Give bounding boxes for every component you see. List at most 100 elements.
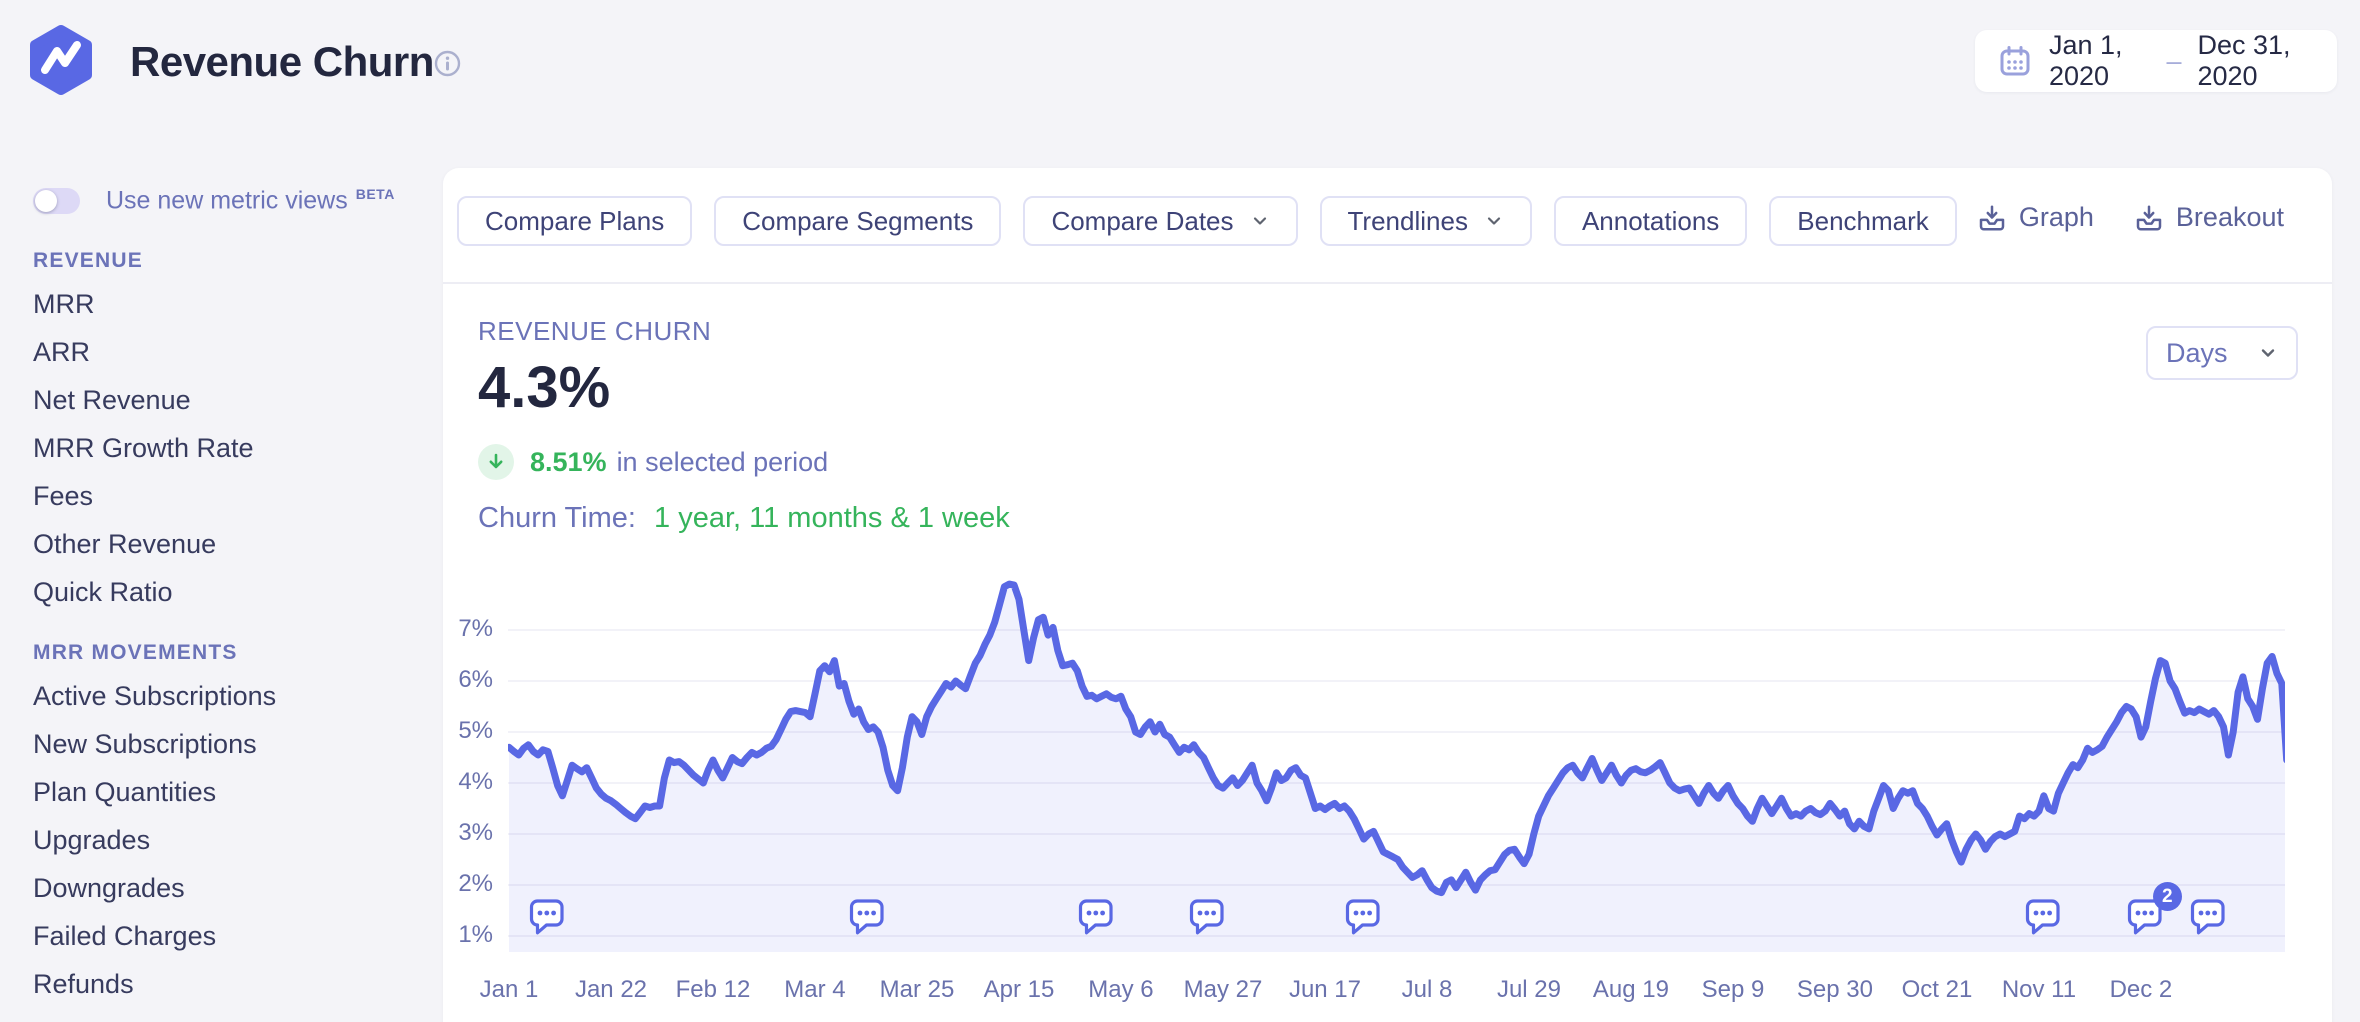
button-label: Compare Segments bbox=[742, 205, 974, 236]
export-graph-button[interactable]: Graph bbox=[1977, 202, 2094, 233]
compare-dates-button[interactable]: Compare Dates bbox=[1023, 196, 1298, 246]
trendlines-button[interactable]: Trendlines bbox=[1319, 196, 1532, 246]
annotation-marker-icon[interactable] bbox=[1077, 898, 1117, 938]
sidebar-item-new-subscriptions[interactable]: New Subscriptions bbox=[33, 728, 257, 759]
x-axis-label: Sep 30 bbox=[1796, 976, 1873, 1003]
compare-segments-button[interactable]: Compare Segments bbox=[714, 196, 1002, 246]
download-icon bbox=[1979, 205, 2005, 230]
export-group: Graph Breakout bbox=[1977, 202, 2284, 233]
export-breakout-button[interactable]: Breakout bbox=[2134, 202, 2284, 233]
x-axis-label: Mar 25 bbox=[879, 976, 955, 1003]
series-line bbox=[508, 580, 2285, 897]
change-direction-badge bbox=[478, 444, 514, 480]
main-card: Compare Plans Compare Segments Compare Dat… bbox=[443, 168, 2332, 1022]
toolbar-divider bbox=[443, 282, 2332, 284]
x-axis-label: Oct 21 bbox=[1901, 976, 1973, 1003]
y-axis-label: 2% bbox=[458, 870, 493, 897]
change-suffix: in selected period bbox=[616, 446, 829, 477]
sidebar-item-failed-charges[interactable]: Failed Charges bbox=[33, 920, 217, 951]
benchmark-button[interactable]: Benchmark bbox=[1769, 196, 1957, 246]
new-metric-views-toggle[interactable]: Use new metric views BETA bbox=[33, 186, 395, 215]
y-axis-label: 6% bbox=[458, 666, 493, 693]
button-label: Graph bbox=[2018, 202, 2094, 232]
churn-time-label: Churn Time: bbox=[478, 502, 636, 534]
sidebar-item-other-revenue[interactable]: Other Revenue bbox=[33, 528, 217, 559]
x-axis-label: May 6 bbox=[1088, 976, 1154, 1003]
x-axis-label: Jul 8 bbox=[1401, 976, 1453, 1003]
sidebar-item-mrr[interactable]: MRR bbox=[33, 288, 95, 319]
chart-area[interactable]: 1% 2% 3% 4% 5% 6% 7% Jan 1 Jan 22 Feb 12 Mar 4 Mar … bbox=[443, 570, 2332, 1022]
button-label: Breakout bbox=[2175, 202, 2284, 232]
sidebar-item-upgrades[interactable]: Upgrades bbox=[33, 824, 151, 855]
y-axis-label: 3% bbox=[458, 819, 493, 846]
app-logo-icon[interactable] bbox=[28, 24, 94, 96]
churn-line-chart[interactable] bbox=[508, 570, 2285, 952]
sidebar-item-refunds[interactable]: Refunds bbox=[33, 968, 134, 999]
x-axis-label: Apr 15 bbox=[983, 976, 1055, 1003]
date-range-picker[interactable]: Jan 1, 2020 – Dec 31, 2020 bbox=[1975, 30, 2337, 92]
sidebar-item-arr[interactable]: ARR bbox=[33, 336, 91, 367]
x-axis-label: Dec 2 bbox=[2109, 976, 2173, 1003]
date-range-start: Jan 1, 2020 bbox=[2049, 30, 2123, 91]
x-axis-label: Jan 22 bbox=[574, 976, 648, 1003]
download-icon bbox=[2136, 205, 2162, 230]
interval-select[interactable]: Days bbox=[2146, 326, 2298, 380]
chart-toolbar: Compare Plans Compare Segments Compare Dat… bbox=[457, 196, 1957, 246]
x-axis-label: Nov 11 bbox=[2001, 976, 2077, 1003]
sidebar-item-downgrades[interactable]: Downgrades bbox=[33, 872, 185, 903]
sidebar-item-active-subscriptions[interactable]: Active Subscriptions bbox=[33, 680, 277, 711]
series-area-fill bbox=[509, 584, 2285, 952]
sidebar-item-mrr-growth-rate[interactable]: MRR Growth Rate bbox=[33, 432, 254, 463]
button-label: Annotations bbox=[1581, 205, 1720, 236]
x-axis-label: Jul 29 bbox=[1496, 976, 1561, 1003]
metric-change-row: 8.51% in selected period bbox=[478, 444, 828, 480]
sidebar-item-quick-ratio[interactable]: Quick Ratio bbox=[33, 576, 173, 607]
annotation-marker-icon[interactable] bbox=[1188, 898, 1228, 938]
annotation-marker-icon[interactable] bbox=[2024, 898, 2064, 938]
churn-time-row: Churn Time: 1 year, 11 months & 1 week bbox=[478, 502, 1010, 535]
interval-select-value: Days bbox=[2166, 337, 2228, 368]
x-axis-label: Sep 9 bbox=[1701, 976, 1765, 1003]
date-range-end: Dec 31, 2020 bbox=[2197, 30, 2291, 91]
arrow-down-icon bbox=[489, 453, 503, 469]
sidebar-section-title: MRR MOVEMENTS bbox=[33, 641, 238, 664]
page-title: Revenue Churn bbox=[130, 38, 434, 85]
date-range-separator: – bbox=[2166, 45, 2182, 76]
chevron-down-icon bbox=[2261, 349, 2275, 357]
chevron-down-icon bbox=[1487, 217, 1501, 225]
y-axis-label: 4% bbox=[458, 768, 493, 795]
calendar-icon bbox=[2000, 46, 2030, 76]
x-axis-label: May 27 bbox=[1183, 976, 1263, 1003]
compare-plans-button[interactable]: Compare Plans bbox=[457, 196, 693, 246]
x-axis-label: Jan 1 bbox=[479, 976, 539, 1003]
annotations-button[interactable]: Annotations bbox=[1553, 196, 1748, 246]
annotation-count-badge: 2 bbox=[2152, 882, 2182, 911]
x-axis-label: Aug 19 bbox=[1592, 976, 1669, 1003]
toggle-switch[interactable] bbox=[33, 187, 80, 214]
annotation-marker-icon[interactable] bbox=[2189, 898, 2229, 938]
sidebar-item-fees[interactable]: Fees bbox=[33, 480, 94, 511]
x-axis-label: Jun 17 bbox=[1288, 976, 1361, 1003]
button-label: Compare Dates bbox=[1051, 205, 1234, 236]
y-axis-label: 7% bbox=[458, 615, 493, 642]
button-label: Benchmark bbox=[1797, 205, 1929, 236]
page-header: Revenue Churn Jan 1, 2020 – Dec 31, 2020 bbox=[0, 0, 2360, 140]
toggle-label: Use new metric views BETA bbox=[106, 186, 395, 215]
annotation-marker-icon[interactable] bbox=[1344, 898, 1384, 938]
annotation-marker-icon[interactable] bbox=[848, 898, 888, 938]
sidebar-item-net-revenue[interactable]: Net Revenue bbox=[33, 384, 191, 415]
churn-time-value: 1 year, 11 months & 1 week bbox=[654, 502, 1010, 534]
info-icon[interactable] bbox=[434, 50, 461, 77]
metric-value: 4.3% bbox=[478, 355, 611, 420]
toggle-knob bbox=[35, 189, 57, 212]
chevron-down-icon bbox=[1253, 217, 1266, 225]
sidebar-section-title: REVENUE bbox=[33, 249, 143, 272]
x-axis-label: Mar 4 bbox=[784, 976, 846, 1003]
metric-label: REVENUE CHURN bbox=[478, 316, 712, 346]
sidebar: Use new metric views BETA REVENUE MRR ARR Ne… bbox=[0, 168, 443, 1022]
y-axis-label: 5% bbox=[458, 717, 493, 744]
annotation-marker-icon[interactable]: 2 bbox=[2126, 882, 2182, 938]
button-label: Compare Plans bbox=[485, 205, 665, 236]
annotation-marker-icon[interactable] bbox=[528, 898, 568, 938]
sidebar-item-plan-quantities[interactable]: Plan Quantities bbox=[33, 776, 217, 807]
